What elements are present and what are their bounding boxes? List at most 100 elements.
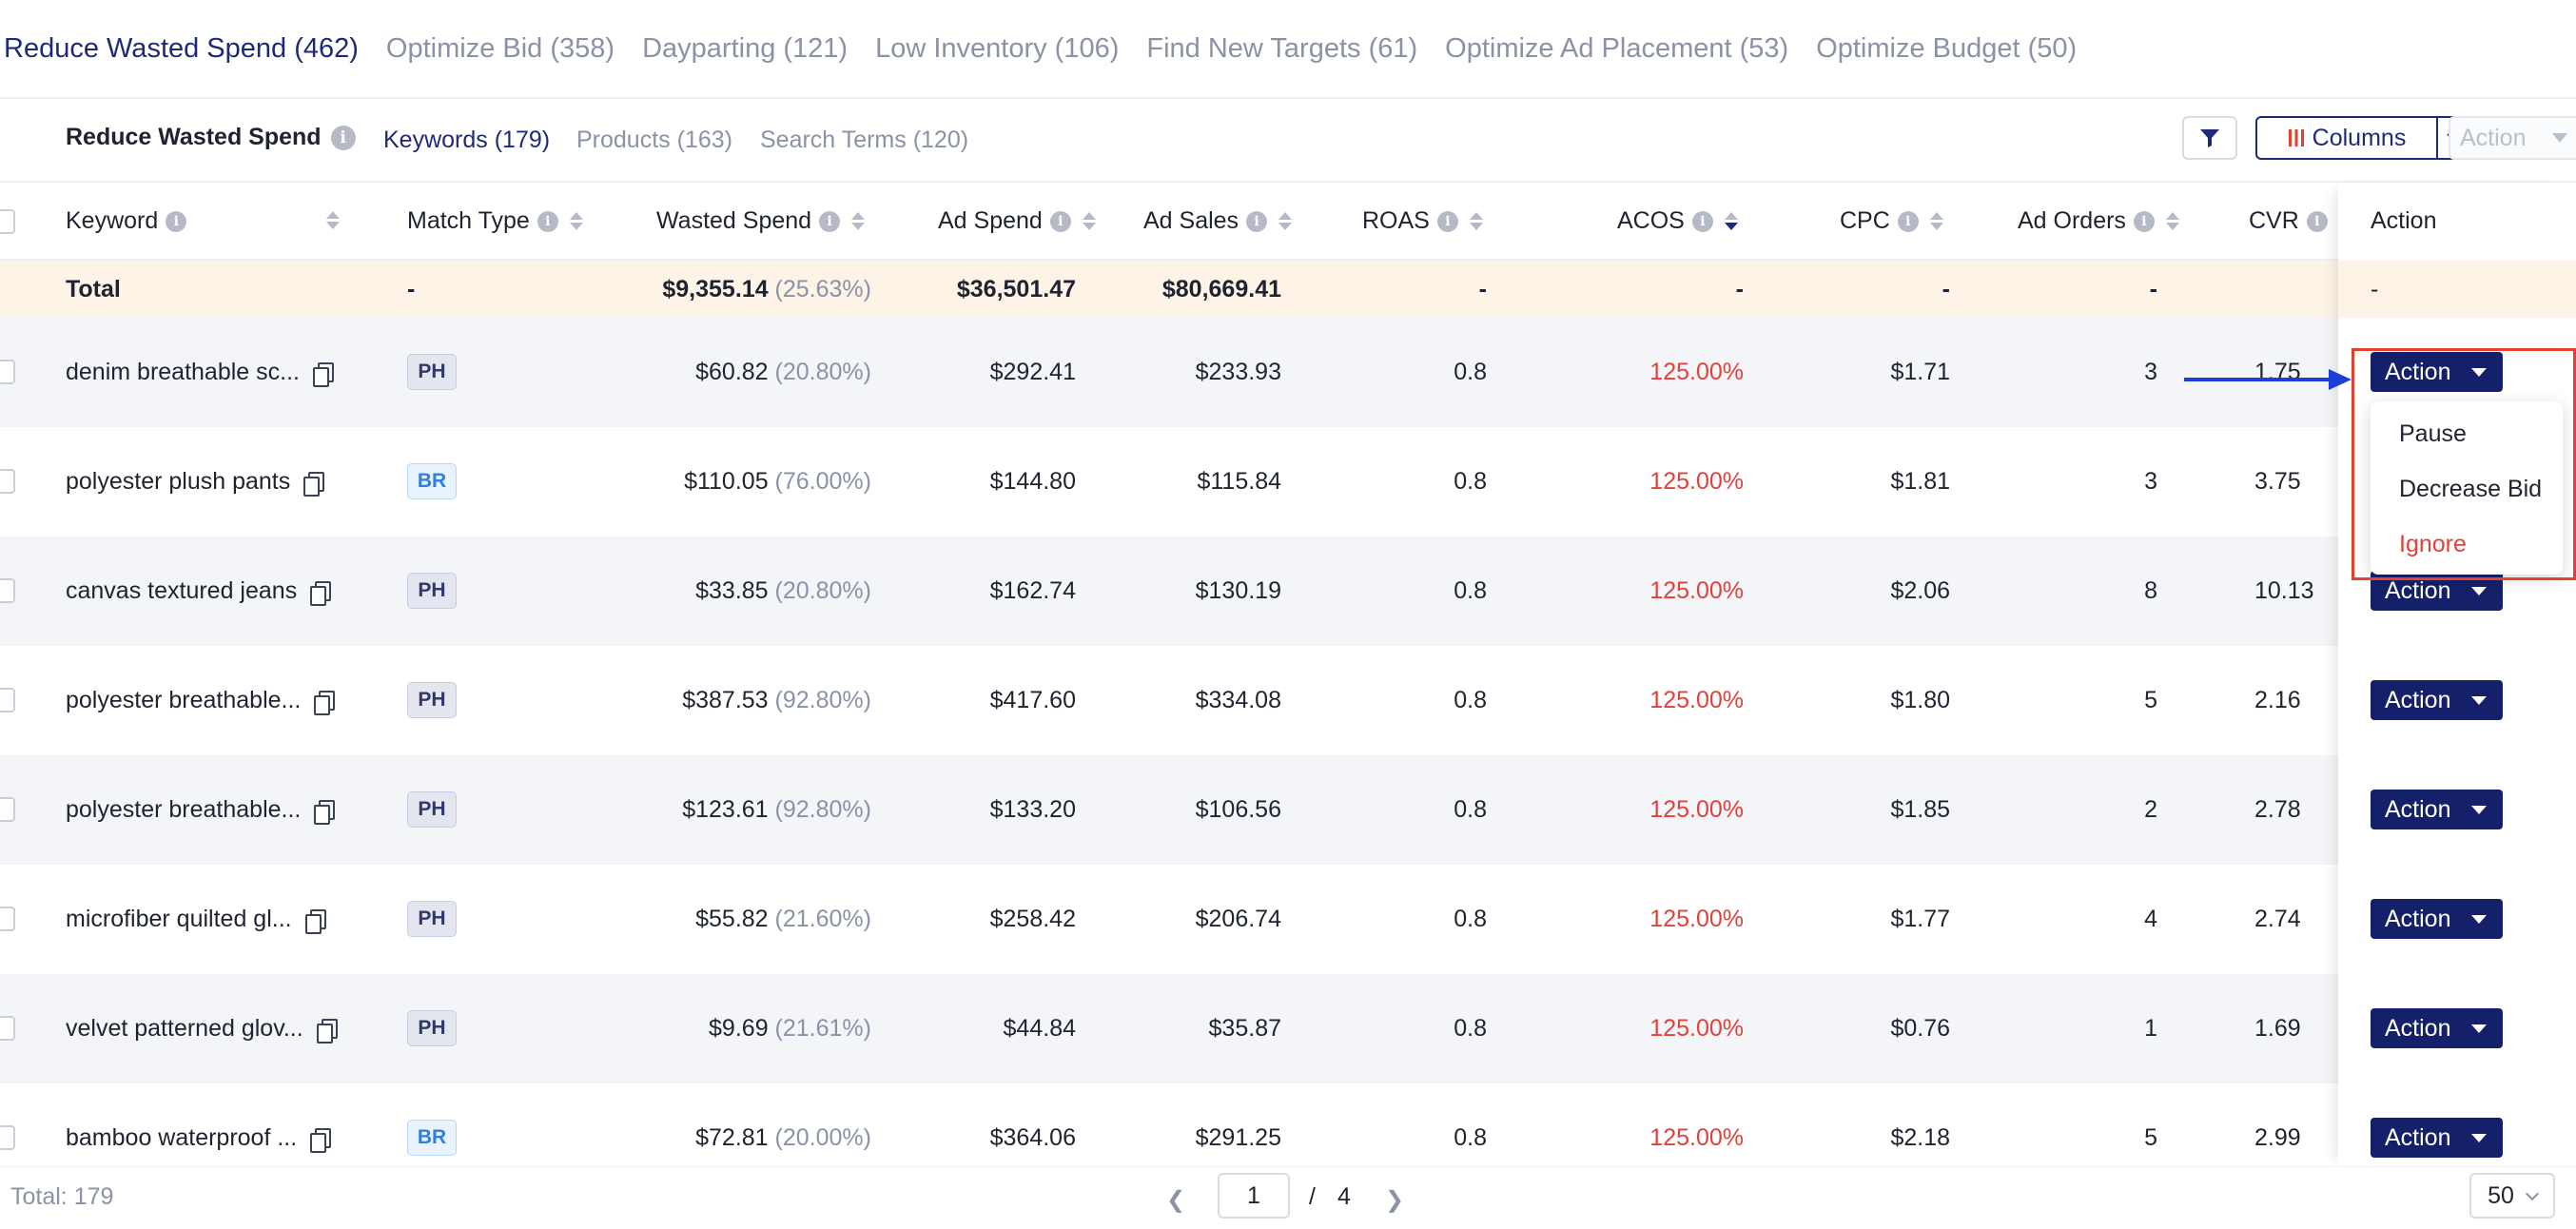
ad-sales-cell: $206.74 [1195,906,1281,932]
copy-icon[interactable] [316,1019,338,1044]
copy-icon[interactable] [303,472,325,497]
row-action-button[interactable]: Action [2371,1118,2503,1158]
sort-icon[interactable] [1724,212,1738,230]
row-action-button[interactable]: Action [2371,1008,2503,1048]
ad-sales-cell: $115.84 [1197,468,1281,495]
info-icon[interactable]: i [1049,210,1071,232]
row-checkbox[interactable] [0,1016,15,1041]
column-header-roas[interactable]: ROAS i [1362,207,1483,235]
select-all-checkbox[interactable] [0,209,15,234]
columns-button[interactable]: Columns [2255,116,2472,160]
info-icon[interactable]: i [330,125,356,150]
acos-cell: 125.00% [1649,796,1744,823]
tab-optimize-bid[interactable]: Optimize Bid (358) [385,32,615,64]
total-wasted-spend-value: $9,355.14 [662,276,769,302]
row-action-button[interactable]: Action [2371,680,2503,720]
total-wasted-spend: $9,355.14 (25.63%) [533,276,871,303]
filter-button[interactable] [2182,116,2237,160]
copy-icon[interactable] [314,800,336,826]
copy-icon[interactable] [312,362,334,388]
cvr-cell: 1.69 [2254,1015,2301,1042]
page-number-input[interactable]: 1 [1218,1173,1290,1219]
menu-item-decrease-bid[interactable]: Decrease Bid [2399,476,2543,502]
row-checkbox[interactable] [0,797,15,822]
tab-optimize-ad-placement[interactable]: Optimize Ad Placement (53) [1445,32,1789,64]
column-header-cpc[interactable]: CPC i [1840,207,1943,235]
row-checkbox[interactable] [0,578,15,603]
match-type-badge: PH [407,791,457,828]
roas-cell: 0.8 [1454,687,1487,713]
tab-dayparting[interactable]: Dayparting (121) [642,32,849,64]
info-icon[interactable]: i [166,210,187,232]
roas-cell: 0.8 [1454,906,1487,932]
row-action-button[interactable]: Action [2371,790,2503,829]
cpc-cell: $1.81 [1890,468,1950,495]
row-checkbox[interactable] [0,360,15,384]
sort-icon[interactable] [569,212,583,230]
acos-cell: 125.00% [1649,687,1744,713]
chevron-left-icon[interactable]: ❮ [1166,1187,1186,1213]
info-icon[interactable]: i [2133,210,2155,232]
subtab-products[interactable]: Products (163) [576,127,732,153]
wasted-spend-pct: (20.00%) [774,1124,871,1151]
cpc-cell: $2.06 [1890,577,1950,604]
column-header-match-type[interactable]: Match Type i [407,207,583,235]
tab-optimize-budget[interactable]: Optimize Budget (50) [1816,32,2078,64]
copy-icon[interactable] [310,1128,332,1154]
sort-icon[interactable] [326,211,340,229]
sort-icon[interactable] [1278,212,1293,230]
ad-orders-cell: 8 [2144,577,2157,604]
menu-item-pause[interactable]: Pause [2399,420,2467,447]
info-icon[interactable]: i [2306,210,2328,232]
column-header-ad-orders[interactable]: Ad Orders i [2018,207,2179,235]
menu-item-ignore[interactable]: Ignore [2399,531,2467,557]
tab-low-inventory[interactable]: Low Inventory (106) [875,32,1120,64]
info-icon[interactable]: i [1436,210,1458,232]
columns-button-main[interactable]: Columns [2257,118,2436,158]
row-checkbox[interactable] [0,688,15,712]
sort-icon[interactable] [2165,212,2179,230]
wasted-spend-pct: (20.80%) [774,577,871,604]
row-action-button[interactable]: Action [2371,352,2503,392]
info-icon[interactable]: i [537,210,558,232]
copy-icon[interactable] [314,691,336,716]
info-icon[interactable]: i [1897,210,1919,232]
subtab-keywords[interactable]: Keywords (179) [383,127,551,153]
roas-cell: 0.8 [1454,359,1487,385]
cpc-cell: $2.18 [1890,1124,1950,1151]
column-header-ad-sales[interactable]: Ad Sales i [1143,207,1293,235]
copy-icon[interactable] [310,581,332,607]
sort-icon[interactable] [1469,212,1483,230]
total-label: Total [66,276,121,302]
ad-sales-cell: $130.19 [1195,577,1281,604]
column-header-keyword[interactable]: Keyword i [66,207,187,235]
column-header-cvr[interactable]: CVR i [2249,207,2328,235]
copy-icon[interactable] [304,909,326,935]
info-icon[interactable]: i [1246,210,1268,232]
column-header-wasted-spend[interactable]: Wasted Spend i [656,207,866,235]
info-icon[interactable]: i [1691,210,1713,232]
sort-icon[interactable] [1082,212,1096,230]
cvr-cell: 2.16 [2254,687,2301,713]
info-icon[interactable]: i [819,210,841,232]
column-header-acos[interactable]: ACOS i [1617,207,1738,235]
subtab-search-terms[interactable]: Search Terms (120) [760,127,969,153]
bulk-action-select[interactable]: Action [2449,116,2576,160]
page-size-select[interactable]: 50 [2469,1173,2555,1219]
row-action-button[interactable]: Action [2371,899,2503,939]
column-header-ad-spend[interactable]: Ad Spend i [938,207,1096,235]
ad-spend-cell: $144.80 [989,468,1076,495]
chevron-right-icon[interactable]: ❯ [1385,1187,1405,1213]
sort-icon[interactable] [851,212,866,230]
sort-icon[interactable] [1929,212,1943,230]
tab-find-new-targets[interactable]: Find New Targets (61) [1146,32,1418,64]
row-checkbox[interactable] [0,469,15,494]
caret-down-icon [2471,367,2488,377]
row-action-label: Action [2385,358,2451,385]
row-checkbox[interactable] [0,907,15,931]
column-label: Wasted Spend [656,207,812,234]
wasted-spend-cell: $110.05 (76.00%) [533,468,871,496]
row-checkbox[interactable] [0,1125,15,1150]
caret-down-icon [2471,586,2488,595]
tab-reduce-wasted-spend[interactable]: Reduce Wasted Spend (462) [4,32,359,64]
